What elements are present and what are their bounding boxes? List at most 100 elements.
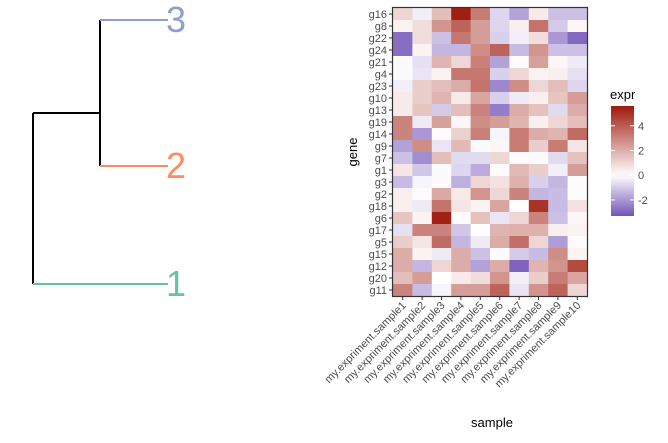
heatmap-cell (567, 116, 588, 129)
heatmap-cell (470, 116, 491, 129)
heatmap-cell (451, 164, 471, 177)
heatmap-cell (431, 116, 452, 129)
y-tick-label: g17 (369, 225, 387, 237)
heatmap-cell (490, 20, 510, 33)
heatmap-cell (470, 20, 491, 33)
heatmap-cell (412, 20, 433, 33)
heatmap-cell (567, 32, 588, 45)
heatmap-cell (393, 224, 413, 237)
heatmap-cell (412, 260, 433, 273)
heatmap-cell (567, 188, 588, 201)
y-tick-label: g15 (369, 249, 387, 261)
heatmap-cell (412, 152, 433, 165)
heatmap-cell (451, 152, 471, 165)
heatmap-cell (509, 68, 530, 81)
heatmap-cell (548, 116, 568, 129)
heatmap-cell (470, 236, 491, 249)
heatmap-cell (490, 116, 510, 129)
heatmap-cell (393, 188, 413, 201)
heatmap-cell (431, 188, 452, 201)
heatmap-cell (490, 152, 510, 165)
heatmap-cell (431, 272, 452, 285)
heatmap-cell (470, 176, 491, 189)
heatmap-cell (393, 56, 413, 69)
y-tick-label: g7 (375, 153, 387, 165)
heatmap-cell (451, 56, 471, 69)
heatmap-cell (470, 272, 491, 285)
heatmap-cell (412, 200, 433, 213)
heatmap-cell (412, 8, 433, 21)
dendrogram: 3 2 1 (32, 0, 186, 304)
heatmap-cell (548, 164, 568, 177)
heatmap-cell (548, 176, 568, 189)
heatmap-cell (470, 80, 491, 93)
heatmap-cell (451, 212, 471, 225)
heatmap-cell (470, 284, 491, 297)
heatmap-cell (509, 188, 530, 201)
heatmap-cell (393, 272, 413, 285)
heatmap-cell (567, 68, 588, 81)
heatmap-cell (548, 44, 568, 57)
y-axis-title: gene (345, 138, 360, 167)
heatmap-cell (509, 32, 530, 45)
heatmap-cell (431, 32, 452, 45)
heatmap-cell (470, 152, 491, 165)
heatmap-cell (393, 152, 413, 165)
heatmap-cell (528, 68, 549, 81)
panel-border (391, 6, 589, 298)
legend-tick-label: -2 (638, 195, 648, 207)
heatmap-cell (567, 248, 588, 261)
heatmap-cell (412, 236, 433, 249)
x-axis-title: sample (471, 415, 513, 430)
heatmap-cell (393, 32, 413, 45)
heatmap-cell (509, 44, 530, 57)
heatmap-cell (431, 284, 452, 297)
heatmap-cell (412, 104, 433, 117)
heatmap-cell (393, 212, 413, 225)
heatmap-cell (470, 248, 491, 261)
heatmap-cell (509, 236, 530, 249)
heatmap-cell (451, 272, 471, 285)
leaf-label-1: 1 (166, 263, 186, 304)
heatmap-cell (470, 8, 491, 21)
heatmap-cell (528, 128, 549, 141)
heatmap-cell (509, 152, 530, 165)
heatmap-cell (470, 32, 491, 45)
heatmap-cell (431, 176, 452, 189)
heatmap-cell (451, 236, 471, 249)
heatmap-cell (509, 248, 530, 261)
y-tick-label: g3 (375, 177, 387, 189)
heatmap-cell (490, 128, 510, 141)
heatmap-cell (548, 260, 568, 273)
heatmap-cell (393, 44, 413, 57)
heatmap-cell (548, 248, 568, 261)
legend: expr -2 0 2 4 (610, 87, 648, 216)
heatmap-cell (412, 284, 433, 297)
heatmap-cell (528, 116, 549, 129)
heatmap-cell (548, 212, 568, 225)
heatmap-cell (528, 80, 549, 93)
y-tick-label: g6 (375, 213, 387, 225)
heatmap-cell (548, 140, 568, 153)
heatmap-cell (509, 164, 530, 177)
y-tick-label: g8 (375, 21, 387, 33)
heatmap-cell (548, 80, 568, 93)
x-axis: my.expriment.sample1my.expriment.sample2… (323, 296, 583, 390)
heatmap-cell (431, 128, 452, 141)
heatmap-cell (548, 104, 568, 117)
heatmap-cell (393, 104, 413, 117)
heatmap-cell (490, 104, 510, 117)
heatmap-cell (431, 56, 452, 69)
heatmap-cell (528, 212, 549, 225)
heatmap-cell (528, 152, 549, 165)
heatmap-cell (431, 20, 452, 33)
heatmap-cell (490, 176, 510, 189)
heatmap-cell (431, 104, 452, 117)
y-tick-label: g24 (369, 45, 387, 57)
heatmap-cell (528, 224, 549, 237)
y-tick-label: g22 (369, 33, 387, 45)
legend-title: expr (610, 87, 636, 102)
heatmap-cell (490, 68, 510, 81)
heatmap-cell (490, 92, 510, 105)
